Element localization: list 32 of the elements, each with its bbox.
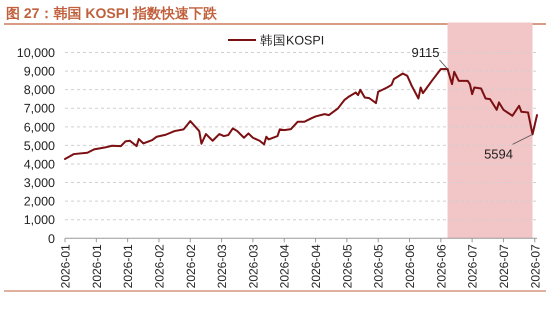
x-tick-label: 2026-04: [309, 244, 324, 288]
x-tick-label: 2026-07: [496, 244, 511, 288]
legend-label: 韩国KOSPI: [260, 34, 324, 48]
line-series: [64, 68, 538, 160]
x-tick-label: 2026-05: [372, 244, 386, 288]
x-tick-label: 2026-03: [215, 244, 230, 288]
x-tick-label: 2026-06: [434, 244, 448, 288]
y-tick-label: 2,000: [24, 194, 56, 209]
y-tick-label: 8,000: [24, 83, 56, 98]
annotation: 5594: [484, 146, 513, 162]
y-tick-label: 10,000: [16, 46, 56, 60]
x-tick-label: 2026-04: [278, 244, 292, 288]
x-tick-label: 2026-01: [58, 244, 72, 288]
y-tick-label: 4,000: [24, 157, 56, 172]
x-tick-label: 2026-02: [152, 244, 166, 288]
x-tick-label: 2026-05: [340, 244, 354, 288]
y-tick-label: 6,000: [24, 120, 56, 134]
annotation: 9115: [412, 44, 440, 60]
x-tick-label: 2026-06: [402, 244, 417, 288]
x-tick-label: 2026-01: [90, 244, 104, 288]
x-tick-label: 2026-07: [528, 244, 542, 288]
chart-title: 图 27：韩国 KOSPI 指数快速下跌: [6, 5, 218, 21]
x-tick-label: 2026-03: [246, 244, 260, 288]
x-tick-label: 2026-02: [184, 244, 198, 288]
y-tick-label: 1,000: [24, 213, 56, 228]
y-tick-label: 0: [48, 232, 56, 246]
y-tick-label: 7,000: [24, 102, 56, 116]
y-tick-label: 3,000: [24, 176, 56, 190]
x-tick-label: 2026-07: [466, 244, 480, 288]
y-tick-label: 9,000: [24, 64, 56, 79]
x-tick-label: 2026-01: [121, 244, 136, 288]
y-tick-label: 5,000: [24, 138, 56, 153]
